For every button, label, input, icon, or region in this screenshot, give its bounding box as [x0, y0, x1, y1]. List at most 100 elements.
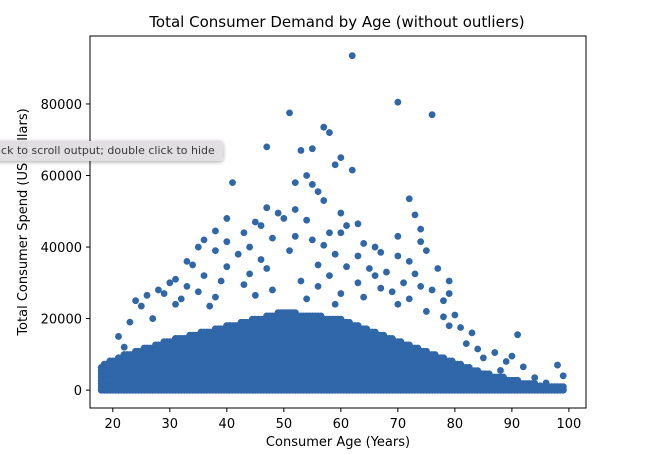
scatter-point [115, 363, 122, 371]
y-tick-label: 80000 [41, 98, 82, 113]
scatter-point [291, 232, 299, 240]
scatter-point [388, 288, 396, 296]
scatter-point [377, 284, 385, 292]
scatter-point [377, 249, 385, 256]
scatter-point [263, 143, 271, 151]
scatter-point [428, 111, 436, 119]
scatter-point [137, 302, 145, 310]
scatter-point [417, 282, 425, 290]
scatter-point [314, 188, 322, 196]
scatter-point [240, 229, 248, 237]
y-tick-label: 40000 [41, 241, 82, 256]
scatter-point [559, 386, 567, 393]
scatter-point [166, 279, 174, 287]
scatter-point [109, 368, 117, 376]
x-tick-label: 100 [556, 417, 581, 432]
scatter-point [417, 238, 425, 246]
scatter-point [348, 166, 356, 174]
y-tick-label: 60000 [41, 170, 82, 185]
scatter-point [234, 250, 242, 258]
y-tick-label: 20000 [41, 313, 82, 328]
scatter-point [331, 250, 339, 258]
scatter-point [479, 354, 487, 362]
scatter-point [303, 295, 311, 303]
scatter-point [343, 222, 350, 229]
scatter-point [326, 272, 333, 280]
x-tick-label: 40 [219, 417, 236, 432]
scatter-point [434, 265, 442, 272]
scatter-point [411, 211, 419, 219]
scatter-point [422, 308, 430, 315]
scatter-point [120, 354, 128, 362]
scatter-point [103, 375, 111, 383]
scatter-point [246, 243, 254, 251]
scatter-point [115, 333, 122, 340]
scatter-point [514, 377, 521, 385]
scatter-point [103, 385, 111, 393]
scatter-point [474, 345, 482, 353]
scatter-point [422, 247, 430, 255]
scatter-point [514, 331, 521, 339]
x-tick-label: 30 [162, 417, 179, 432]
scatter-point [491, 349, 499, 356]
scatter-point [536, 382, 544, 390]
scatter-point [183, 282, 191, 290]
x-axis-title: Consumer Age (Years) [266, 435, 410, 450]
scatter-point [155, 286, 162, 294]
scatter-point [354, 279, 362, 287]
x-tick-label: 80 [447, 417, 464, 432]
scatter-point [411, 270, 419, 278]
output-scroll-tooltip[interactable]: ick to scroll output; double click to hi… [0, 141, 223, 161]
scatter-point [451, 311, 459, 319]
x-axis: 20 30 40 50 60 70 80 90 100 [105, 408, 581, 432]
scatter-point [269, 286, 276, 294]
scatter-point [457, 324, 464, 331]
scatter-point [394, 300, 402, 308]
scatter-point [308, 181, 316, 188]
scatter-point [246, 270, 254, 278]
x-tick-label: 50 [276, 417, 293, 432]
scatter-point [405, 257, 413, 265]
scatter-point [274, 209, 282, 217]
scatter-point [251, 218, 259, 226]
scatter-point [308, 236, 316, 244]
scatter-point [229, 179, 236, 187]
scatter-point [297, 147, 305, 154]
scatter-point [394, 98, 402, 106]
scatter-point [417, 225, 425, 233]
scatter-point [314, 282, 322, 290]
scatter-point [485, 380, 493, 388]
scatter-point [263, 204, 271, 212]
scatter-point [331, 161, 339, 169]
scatter-point [326, 129, 333, 136]
plot-frame [89, 35, 587, 409]
scatter-point [394, 232, 402, 240]
scatter-point [257, 222, 265, 229]
scatter-point [172, 300, 179, 308]
scatter-point [200, 272, 208, 280]
scatter-point [559, 372, 567, 380]
scatter-point [194, 243, 202, 251]
scatter-point [400, 279, 407, 287]
scatter-point [320, 123, 328, 131]
scatter-point [502, 358, 510, 365]
scatter-point [365, 265, 373, 272]
scatter-point [371, 272, 379, 280]
scatter-point [405, 295, 413, 303]
x-tick-label: 60 [333, 417, 350, 432]
scatter-point [468, 329, 476, 337]
scatter-point [360, 293, 368, 301]
scatter-point [326, 229, 333, 237]
scatter-point [223, 263, 231, 271]
scatter-point [354, 252, 362, 260]
scatter-point [132, 297, 140, 305]
scatter-point [212, 247, 219, 255]
scatter-point [348, 52, 356, 60]
scatter-point [291, 179, 299, 187]
scatter-point [445, 277, 453, 285]
chart-title: Total Consumer Demand by Age (without ou… [148, 13, 524, 31]
scatter-point [314, 261, 322, 269]
scatter-point [491, 376, 499, 384]
scatter-point [251, 291, 259, 299]
scatter-point [320, 197, 328, 204]
